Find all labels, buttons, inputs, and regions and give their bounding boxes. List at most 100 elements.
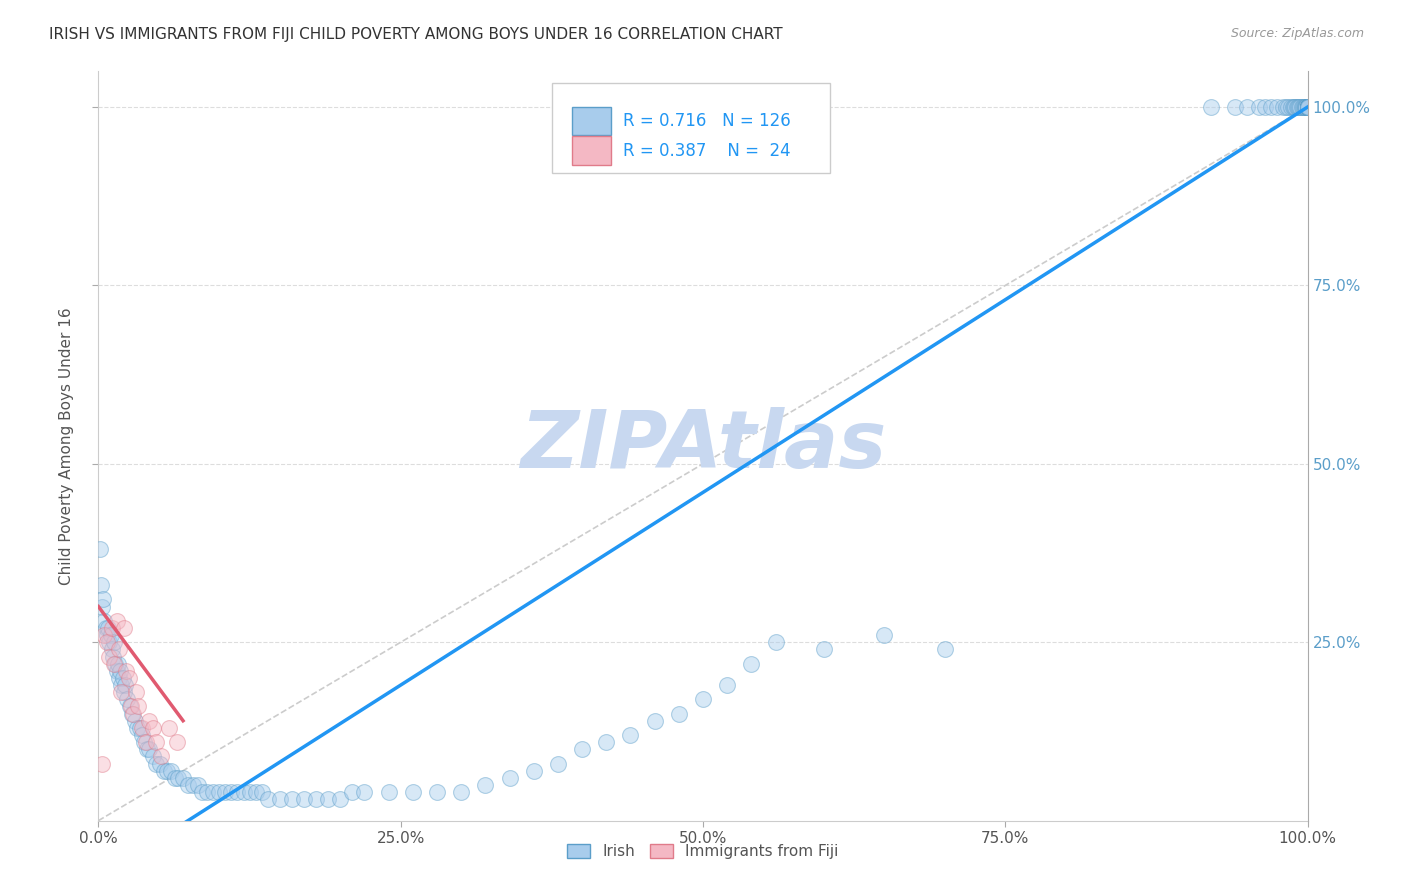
Point <box>89 542 111 557</box>
Point <box>571 742 593 756</box>
Bar <box>572 136 612 165</box>
Point <box>450 785 472 799</box>
Point <box>1296 100 1319 114</box>
Point <box>1291 100 1313 114</box>
Point <box>1296 100 1319 114</box>
Point <box>1296 100 1319 114</box>
Point <box>142 749 165 764</box>
Point <box>1296 100 1319 114</box>
Point <box>1294 100 1316 114</box>
Point <box>202 785 225 799</box>
Point <box>100 628 122 642</box>
Point <box>1267 100 1289 114</box>
Point <box>104 657 127 671</box>
Point <box>128 721 150 735</box>
Point <box>1272 100 1295 114</box>
Point <box>1296 100 1319 114</box>
Point <box>1279 100 1302 114</box>
Point <box>595 735 617 749</box>
Point <box>145 756 167 771</box>
Point <box>226 785 249 799</box>
Point <box>107 657 129 671</box>
Point <box>127 721 149 735</box>
Point <box>740 657 762 671</box>
Point <box>108 642 131 657</box>
Point <box>269 792 291 806</box>
Point <box>105 664 128 678</box>
Point <box>135 742 157 756</box>
Point <box>108 664 131 678</box>
Point <box>156 764 179 778</box>
Point <box>547 756 569 771</box>
Point <box>256 792 278 806</box>
Point <box>1296 100 1319 114</box>
Point <box>316 792 339 806</box>
Point <box>1275 100 1298 114</box>
Point <box>1296 100 1319 114</box>
Point <box>426 785 449 799</box>
Point <box>120 699 142 714</box>
Point <box>187 778 209 792</box>
Point <box>619 728 641 742</box>
Point <box>402 785 425 799</box>
Point <box>1295 100 1317 114</box>
Point <box>1296 100 1319 114</box>
Point <box>353 785 375 799</box>
Point <box>474 778 496 792</box>
Point <box>342 785 364 799</box>
Bar <box>572 107 612 136</box>
Point <box>1296 100 1319 114</box>
Point <box>134 735 156 749</box>
Point <box>103 657 125 671</box>
Point <box>111 671 134 685</box>
Point <box>668 706 690 721</box>
Point <box>112 685 135 699</box>
Point <box>1260 100 1282 114</box>
Point <box>117 692 139 706</box>
Point <box>152 764 174 778</box>
Point <box>1288 100 1310 114</box>
Point <box>94 621 117 635</box>
Point <box>1282 100 1305 114</box>
Point <box>100 642 122 657</box>
Point <box>1285 100 1308 114</box>
Text: Source: ZipAtlas.com: Source: ZipAtlas.com <box>1230 27 1364 40</box>
Point <box>692 692 714 706</box>
Point <box>166 735 188 749</box>
Point <box>1254 100 1277 114</box>
Y-axis label: Child Poverty Among Boys Under 16: Child Poverty Among Boys Under 16 <box>59 307 75 585</box>
Point <box>1296 100 1319 114</box>
Point <box>101 649 124 664</box>
Point <box>125 685 148 699</box>
Point <box>118 671 141 685</box>
Point <box>131 721 153 735</box>
Point <box>93 614 115 628</box>
Point <box>1296 100 1319 114</box>
FancyBboxPatch shape <box>551 83 830 172</box>
Point <box>131 728 153 742</box>
Point <box>214 785 236 799</box>
Point <box>96 628 118 642</box>
Text: ZIPAtlas: ZIPAtlas <box>520 407 886 485</box>
Point <box>523 764 546 778</box>
Point <box>644 714 666 728</box>
Point <box>98 649 121 664</box>
Point <box>1236 100 1258 114</box>
Point <box>239 785 262 799</box>
Point <box>172 771 194 785</box>
Point <box>1223 100 1246 114</box>
Point <box>1295 100 1317 114</box>
Point <box>1296 100 1319 114</box>
Point <box>93 628 115 642</box>
Point <box>157 721 180 735</box>
Point <box>108 671 131 685</box>
Point <box>127 699 149 714</box>
Point <box>122 706 145 721</box>
Point <box>1296 100 1319 114</box>
Point <box>1286 100 1309 114</box>
Point <box>292 792 315 806</box>
Point <box>138 714 160 728</box>
Point <box>181 778 204 792</box>
Point <box>112 621 135 635</box>
Point <box>208 785 231 799</box>
